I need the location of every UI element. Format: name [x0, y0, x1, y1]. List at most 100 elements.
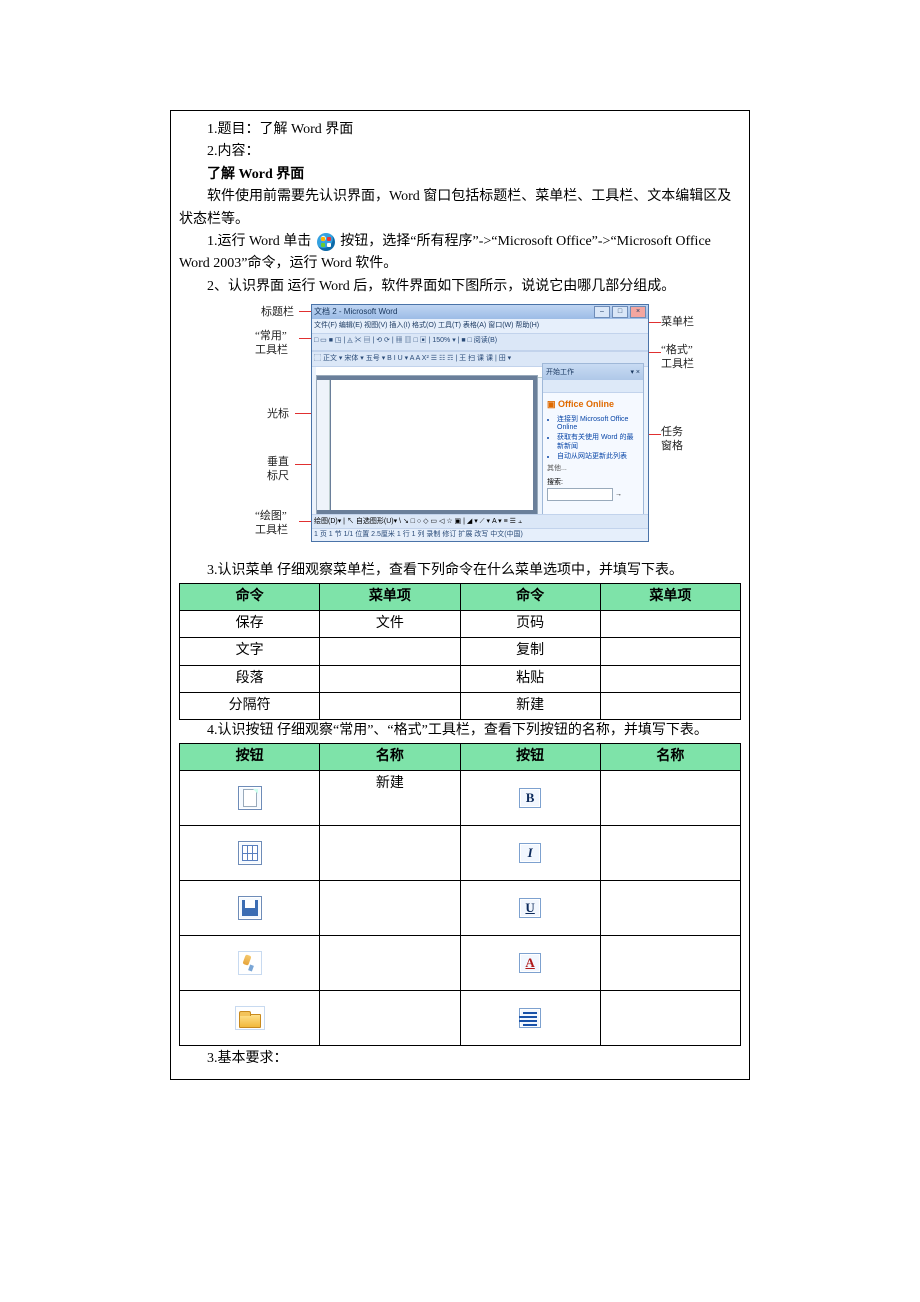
edit-area-wrapper — [316, 375, 538, 515]
min-icon: – — [594, 306, 610, 318]
insert-table-icon — [238, 841, 262, 865]
word-screenshot: 标题栏 “常用” 工具栏 光标 垂直 标尺 “绘图” 工具栏 菜单栏 “格式” … — [205, 304, 715, 548]
requirements: 3.基本要求： — [179, 1048, 741, 1070]
icon-cell — [460, 991, 600, 1046]
task-pane: 开始工作 ▾ × ▣ Office Online 连接到 Microsoft O… — [542, 363, 644, 515]
step-2: 2、认识界面 运行 Word 后，软件界面如下图所示，说说它由哪几部分组成。 — [179, 276, 741, 298]
heading: 了解 Word 界面 — [179, 164, 741, 186]
cell — [600, 638, 740, 665]
bh-1: 名称 — [320, 743, 460, 770]
table-row: 段落 粘贴 — [180, 665, 741, 692]
step-3: 3.认识菜单 仔细观察菜单栏，查看下列命令在什么菜单选项中，并填写下表。 — [179, 560, 741, 582]
label-vruler-2: 标尺 — [267, 468, 289, 486]
line-1: 1.题目：了解 Word 界面 — [179, 119, 741, 141]
tp-search-input[interactable] — [547, 488, 613, 501]
icon-cell — [180, 771, 320, 826]
office-online-text: Office Online — [558, 399, 614, 409]
open-folder-icon — [235, 1006, 265, 1030]
icon-cell — [180, 826, 320, 881]
tp-search: 搜索: → — [547, 477, 639, 501]
icon-cell — [180, 936, 320, 991]
table-row: 新建 B — [180, 771, 741, 826]
office-logo-icon: ▣ — [547, 399, 556, 409]
document-body: 1.题目：了解 Word 界面 2.内容： 了解 Word 界面 软件使用前需要… — [170, 110, 750, 1080]
label-changyong-2: 工具栏 — [255, 342, 288, 360]
bh-0: 按钮 — [180, 743, 320, 770]
cell — [320, 665, 460, 692]
window-buttons: – □ × — [594, 306, 646, 318]
italic-icon: I — [519, 843, 541, 863]
cell: 新建 — [460, 693, 600, 720]
cell — [600, 693, 740, 720]
button-table-header: 按钮 名称 按钮 名称 — [180, 743, 741, 770]
label-titlebar: 标题栏 — [261, 304, 294, 322]
save-icon — [238, 896, 262, 920]
align-right-icon — [519, 1008, 541, 1028]
cell: 复制 — [460, 638, 600, 665]
word-screenshot-container: 标题栏 “常用” 工具栏 光标 垂直 标尺 “绘图” 工具栏 菜单栏 “格式” … — [179, 304, 741, 548]
icon-cell: A — [460, 936, 600, 991]
cell — [600, 991, 740, 1046]
icon-cell — [180, 881, 320, 936]
vertical-ruler — [317, 380, 330, 510]
tp-item-1: 连接到 Microsoft Office Online — [557, 416, 639, 433]
new-document-icon — [238, 786, 262, 810]
icon-cell: B — [460, 771, 600, 826]
tp-item-2: 获取有关使用 Word 的最新新闻 — [557, 434, 639, 451]
step-1: 1.运行 Word 单击 按钮，选择“所有程序”->“Microsoft Off… — [179, 231, 741, 276]
menu-table: 命令 菜单项 命令 菜单项 保存 文件 页码 文字 复制 段落 粘贴 — [179, 583, 741, 721]
bh-3: 名称 — [600, 743, 740, 770]
leader-menubar — [647, 322, 661, 323]
cell — [600, 881, 740, 936]
page: 1.题目：了解 Word 界面 2.内容： 了解 Word 界面 软件使用前需要… — [0, 110, 920, 1080]
tp-search-go-icon: → — [615, 491, 622, 498]
document-paper — [331, 380, 533, 510]
max-icon: □ — [612, 306, 628, 318]
task-pane-links: 连接到 Microsoft Office Online 获取有关使用 Word … — [547, 416, 639, 462]
underline-icon: U — [519, 898, 541, 918]
bh-2: 按钮 — [460, 743, 600, 770]
cell: 分隔符 — [180, 693, 320, 720]
word-window: 文档 2 - Microsoft Word – □ × 文件(F) 编辑(E) … — [311, 304, 649, 542]
label-geshi-2: 工具栏 — [661, 356, 694, 374]
icon-cell: U — [460, 881, 600, 936]
word-titlebar: 文档 2 - Microsoft Word – □ × — [312, 305, 648, 319]
cell — [320, 936, 460, 991]
cell: 新建 — [320, 771, 460, 826]
mh-1: 菜单项 — [320, 583, 460, 610]
table-row: 文字 复制 — [180, 638, 741, 665]
standard-toolbar: □ ▭ ■ ◳ | ◬ ✂ ▤ | ⟲ ⟳ | ▦ ▥ □ ▣ | 150% ▾… — [312, 333, 648, 351]
word-menubar: 文件(F) 编辑(E) 视图(V) 插入(I) 格式(O) 工具(T) 表格(A… — [312, 319, 648, 333]
cell — [320, 826, 460, 881]
cell — [600, 665, 740, 692]
menu-table-header: 命令 菜单项 命令 菜单项 — [180, 583, 741, 610]
icon-cell — [180, 991, 320, 1046]
table-row: 保存 文件 页码 — [180, 610, 741, 637]
cell: 保存 — [180, 610, 320, 637]
tp-more: 其他... — [543, 463, 643, 474]
format-painter-icon — [238, 951, 262, 975]
close-icon: × — [630, 306, 646, 318]
step1-text-a: 1.运行 Word 单击 — [207, 234, 311, 249]
mh-2: 命令 — [460, 583, 600, 610]
button-table: 按钮 名称 按钮 名称 新建 B I U — [179, 743, 741, 1046]
label-huitu-2: 工具栏 — [255, 522, 288, 540]
start-menu-icon — [317, 233, 335, 251]
leader-huitu — [299, 521, 311, 522]
mh-0: 命令 — [180, 583, 320, 610]
mh-3: 菜单项 — [600, 583, 740, 610]
table-row: 分隔符 新建 — [180, 693, 741, 720]
label-menubar: 菜单栏 — [661, 314, 694, 332]
cell — [320, 881, 460, 936]
cell: 粘贴 — [460, 665, 600, 692]
line-2: 2.内容： — [179, 141, 741, 163]
cell — [600, 610, 740, 637]
cell — [600, 936, 740, 991]
cell — [320, 991, 460, 1046]
font-color-icon: A — [519, 953, 541, 973]
table-row — [180, 991, 741, 1046]
table-row: I — [180, 826, 741, 881]
leader-changyong — [299, 338, 311, 339]
table-row: U — [180, 881, 741, 936]
leader-taskpane — [647, 434, 661, 435]
